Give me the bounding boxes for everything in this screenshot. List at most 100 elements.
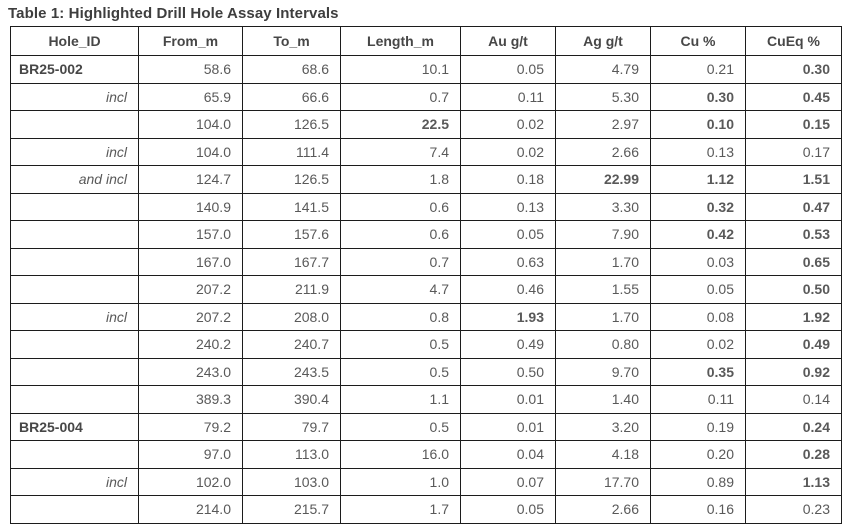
value-cell: 79.2: [138, 412, 243, 441]
value-cell: 0.53: [745, 220, 842, 249]
value-cell: 2.66: [555, 495, 651, 524]
value-cell: 1.51: [745, 165, 842, 194]
value-cell: 207.2: [138, 275, 243, 304]
value-cell: 214.0: [138, 495, 243, 524]
hole-id-cell: [10, 192, 139, 221]
value-cell: 66.6: [242, 82, 341, 111]
value-cell: 2.66: [555, 137, 651, 166]
value-cell: 208.0: [242, 302, 341, 331]
hole-id-cell: [10, 385, 139, 414]
table-row: incl 207.2 208.0 0.8 1.93 1.70 0.08 1.92: [10, 302, 842, 331]
value-cell: 1.0: [340, 467, 461, 496]
value-cell: 103.0: [242, 467, 341, 496]
table-row: BR25-004 79.2 79.7 0.5 0.01 3.20 0.19 0.24: [10, 412, 842, 441]
value-cell: 3.20: [555, 412, 651, 441]
value-cell: 16.0: [340, 440, 461, 469]
hole-id-cell: [10, 110, 139, 139]
value-cell: 58.6: [138, 55, 243, 84]
value-cell: 1.13: [745, 467, 842, 496]
value-cell: 207.2: [138, 302, 243, 331]
value-cell: 0.35: [650, 357, 746, 386]
value-cell: 0.28: [745, 440, 842, 469]
value-cell: 240.2: [138, 330, 243, 359]
hole-id-cell: [10, 330, 139, 359]
column-header: Hole_ID: [10, 26, 139, 56]
value-cell: 167.0: [138, 247, 243, 276]
column-header: Ag g/t: [555, 26, 651, 56]
table-row: 104.0 126.5 22.5 0.02 2.97 0.10 0.15: [10, 110, 842, 139]
hole-id-cell: [10, 220, 139, 249]
table-row: 207.2 211.9 4.7 0.46 1.55 0.05 0.50: [10, 275, 842, 304]
value-cell: 0.42: [650, 220, 746, 249]
table-row: 240.2 240.7 0.5 0.49 0.80 0.02 0.49: [10, 330, 842, 359]
value-cell: 65.9: [138, 82, 243, 111]
value-cell: 0.65: [745, 247, 842, 276]
value-cell: 0.13: [650, 137, 746, 166]
value-cell: 124.7: [138, 165, 243, 194]
value-cell: 0.5: [340, 412, 461, 441]
value-cell: 157.0: [138, 220, 243, 249]
value-cell: 0.02: [460, 137, 556, 166]
value-cell: 0.30: [650, 82, 746, 111]
table-row: 97.0 113.0 16.0 0.04 4.18 0.20 0.28: [10, 440, 842, 469]
table-row: incl 65.9 66.6 0.7 0.11 5.30 0.30 0.45: [10, 82, 842, 111]
value-cell: 0.32: [650, 192, 746, 221]
value-cell: 0.07: [460, 467, 556, 496]
hole-id-cell: incl: [10, 302, 139, 331]
value-cell: 0.05: [650, 275, 746, 304]
value-cell: 0.11: [460, 82, 556, 111]
value-cell: 0.02: [460, 110, 556, 139]
value-cell: 1.70: [555, 302, 651, 331]
table-title: Table 1: Highlighted Drill Hole Assay In…: [8, 5, 339, 22]
value-cell: 0.92: [745, 357, 842, 386]
table-row: 214.0 215.7 1.7 0.05 2.66 0.16 0.23: [10, 495, 842, 524]
value-cell: 0.63: [460, 247, 556, 276]
value-cell: 0.47: [745, 192, 842, 221]
value-cell: 0.14: [745, 385, 842, 414]
value-cell: 68.6: [242, 55, 341, 84]
hole-id-cell: [10, 247, 139, 276]
value-cell: 0.8: [340, 302, 461, 331]
value-cell: 3.30: [555, 192, 651, 221]
value-cell: 0.7: [340, 82, 461, 111]
value-cell: 0.20: [650, 440, 746, 469]
value-cell: 243.5: [242, 357, 341, 386]
value-cell: 102.0: [138, 467, 243, 496]
value-cell: 157.6: [242, 220, 341, 249]
value-cell: 0.30: [745, 55, 842, 84]
hole-id-cell: [10, 495, 139, 524]
value-cell: 104.0: [138, 110, 243, 139]
value-cell: 17.70: [555, 467, 651, 496]
value-cell: 79.7: [242, 412, 341, 441]
value-cell: 0.08: [650, 302, 746, 331]
value-cell: 1.1: [340, 385, 461, 414]
value-cell: 0.21: [650, 55, 746, 84]
value-cell: 1.92: [745, 302, 842, 331]
hole-id-cell: BR25-002: [10, 55, 139, 84]
column-header: To_m: [242, 26, 341, 56]
value-cell: 0.16: [650, 495, 746, 524]
hole-id-cell: BR25-004: [10, 412, 139, 441]
value-cell: 0.01: [460, 412, 556, 441]
value-cell: 0.02: [650, 330, 746, 359]
value-cell: 7.4: [340, 137, 461, 166]
value-cell: 0.5: [340, 357, 461, 386]
value-cell: 240.7: [242, 330, 341, 359]
value-cell: 0.49: [460, 330, 556, 359]
hole-id-cell: incl: [10, 467, 139, 496]
table-row: 157.0 157.6 0.6 0.05 7.90 0.42 0.53: [10, 220, 842, 249]
value-cell: 104.0: [138, 137, 243, 166]
value-cell: 7.90: [555, 220, 651, 249]
value-cell: 0.05: [460, 495, 556, 524]
column-header: Au g/t: [460, 26, 556, 56]
value-cell: 0.7: [340, 247, 461, 276]
hole-id-cell: incl: [10, 82, 139, 111]
table-row: incl 104.0 111.4 7.4 0.02 2.66 0.13 0.17: [10, 137, 842, 166]
value-cell: 0.13: [460, 192, 556, 221]
value-cell: 113.0: [242, 440, 341, 469]
value-cell: 0.50: [460, 357, 556, 386]
value-cell: 1.8: [340, 165, 461, 194]
column-header: CuEq %: [745, 26, 842, 56]
value-cell: 215.7: [242, 495, 341, 524]
